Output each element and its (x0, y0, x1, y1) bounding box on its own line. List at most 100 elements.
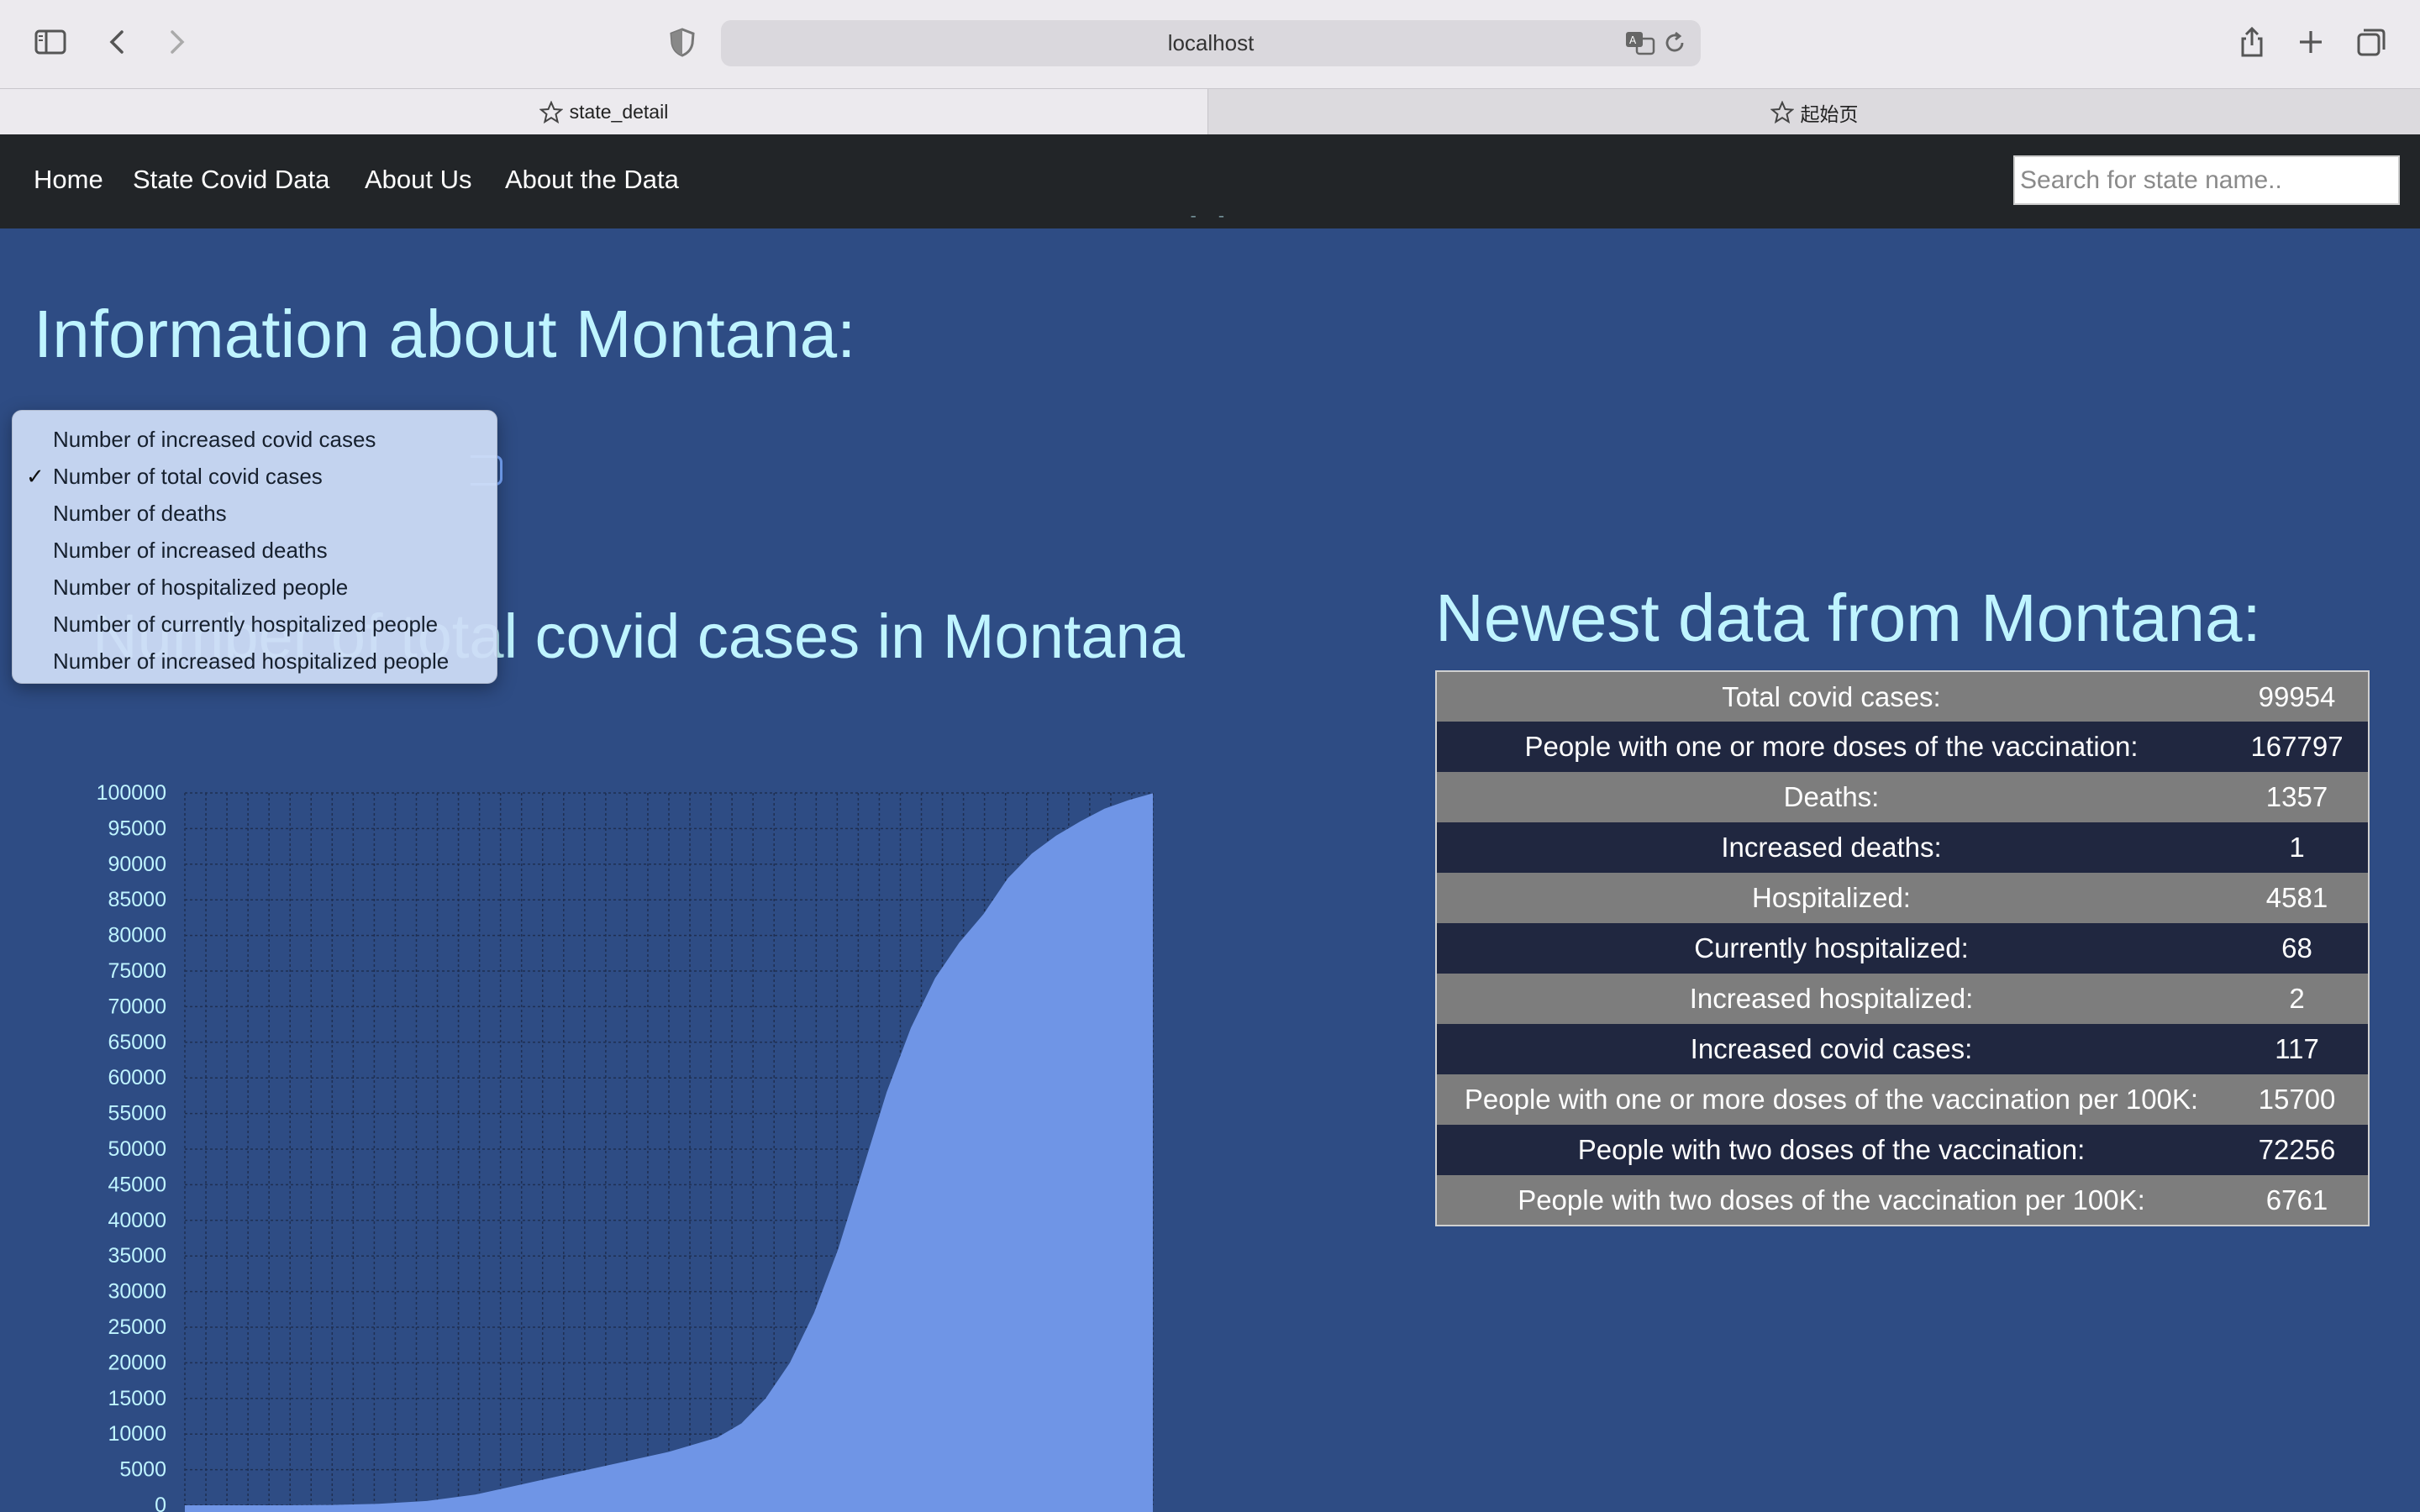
info-heading: Information about Montana: (34, 297, 856, 371)
tab-state-detail[interactable]: state_detail (0, 89, 1207, 135)
nav-home[interactable]: Home (34, 165, 103, 194)
y-tick-label: 10000 (108, 1422, 166, 1446)
row-value: 117 (2226, 1024, 2369, 1074)
nav-state-covid-data[interactable]: State Covid Data (133, 165, 330, 194)
new-tab-icon[interactable] (2292, 24, 2329, 60)
y-tick-label: 45000 (108, 1173, 166, 1196)
chart-area-layer (185, 793, 1153, 1512)
table-row: People with one or more doses of the vac… (1436, 1074, 2369, 1125)
y-tick-label: 50000 (108, 1137, 166, 1161)
address-bar[interactable]: localhost A (721, 20, 1701, 66)
row-value: 4581 (2226, 873, 2369, 923)
row-value: 1 (2226, 822, 2369, 873)
y-tick-label: 65000 (108, 1031, 166, 1054)
y-tick-label: 85000 (108, 888, 166, 911)
y-tick-label: 60000 (108, 1066, 166, 1089)
row-value: 167797 (2226, 722, 2369, 772)
row-value: 68 (2226, 923, 2369, 974)
row-value: 72256 (2226, 1125, 2369, 1175)
row-value: 99954 (2226, 671, 2369, 722)
table-row: Increased hospitalized: 2 (1436, 974, 2369, 1024)
tab-label: 起始页 (1800, 102, 1859, 125)
y-axis: 0 5000 10000 15000 20000 25000 30000 35000 40000… (97, 781, 166, 1512)
y-tick-label: 55000 (108, 1102, 166, 1126)
table-row: Currently hospitalized: 68 (1436, 923, 2369, 974)
browser-toolbar: localhost A (0, 0, 2420, 88)
y-tick-label: 70000 (108, 995, 166, 1018)
row-label: Hospitalized: (1436, 873, 2226, 923)
table-row: Deaths: 1357 (1436, 772, 2369, 822)
y-tick-label: 15000 (108, 1387, 166, 1410)
y-tick-label: 75000 (108, 959, 166, 983)
option-label: Number of increased deaths (53, 538, 328, 563)
privacy-shield-icon[interactable] (664, 24, 701, 60)
y-tick-label: 90000 (108, 853, 166, 876)
translate-icon[interactable]: A (1625, 30, 1655, 55)
dropdown-option[interactable]: Number of increased deaths (13, 532, 497, 569)
row-label: Total covid cases: (1436, 671, 2226, 722)
row-label: People with one or more doses of the vac… (1436, 1074, 2226, 1125)
y-tick-label: 100000 (97, 781, 166, 805)
table-row: People with one or more doses of the vac… (1436, 722, 2369, 772)
dropdown-option[interactable]: Number of currently hospitalized people (13, 606, 497, 643)
checkmark-icon: ✓ (26, 464, 45, 489)
table-row: Increased covid cases: 117 (1436, 1024, 2369, 1074)
tab-bar: state_detail 起始页 (0, 88, 2420, 135)
star-icon[interactable] (1770, 100, 1794, 124)
newest-data-table: Total covid cases: 99954 People with one o… (1435, 670, 2370, 1226)
share-icon[interactable] (2233, 24, 2270, 60)
dropdown-option[interactable]: Number of deaths (13, 495, 497, 532)
y-tick-label: 35000 (108, 1244, 166, 1268)
y-tick-label: 20000 (108, 1351, 166, 1374)
option-label: Number of hospitalized people (53, 575, 349, 600)
dropdown-option[interactable]: Number of increased covid cases (13, 421, 497, 458)
y-tick-label: 95000 (108, 816, 166, 840)
row-label: Currently hospitalized: (1436, 923, 2226, 974)
table-row: Hospitalized: 4581 (1436, 873, 2369, 923)
nav-about-the-data[interactable]: About the Data (505, 165, 679, 194)
sidebar-toggle-icon[interactable] (32, 24, 69, 60)
nav-about-us[interactable]: About Us (365, 165, 472, 194)
tab-start-page[interactable]: 起始页 (1207, 89, 2420, 135)
tab-label: state_detail (569, 101, 669, 123)
total-cases-area (185, 793, 1153, 1512)
row-value: 15700 (2226, 1074, 2369, 1125)
table-row: People with two doses of the vaccination… (1436, 1125, 2369, 1175)
url-text: localhost (1167, 30, 1255, 55)
star-icon[interactable] (539, 100, 563, 124)
row-label: Increased covid cases: (1436, 1024, 2226, 1074)
dropdown-option[interactable]: Number of hospitalized people (13, 569, 497, 606)
table-row: People with two doses of the vaccination… (1436, 1175, 2369, 1226)
back-icon[interactable] (99, 24, 136, 60)
total-cases-chart: 0 5000 10000 15000 20000 25000 30000 35000 40000… (97, 781, 1154, 1512)
y-tick-label: 0 (155, 1494, 166, 1512)
y-tick-label: 5000 (119, 1458, 166, 1482)
dropdown-option[interactable]: ✓ Number of total covid cases (13, 458, 497, 495)
page-title-partial: State Covid Data (966, 207, 1348, 264)
y-tick-label: 40000 (108, 1209, 166, 1232)
row-label: Deaths: (1436, 772, 2226, 822)
row-label: People with two doses of the vaccination… (1436, 1175, 2226, 1226)
option-label: Number of increased covid cases (53, 427, 376, 452)
row-value: 6761 (2226, 1175, 2369, 1226)
data-type-dropdown: Number of increased covid cases ✓ Number o… (12, 410, 497, 684)
row-label: Increased deaths: (1436, 822, 2226, 873)
table-row: Increased deaths: 1 (1436, 822, 2369, 873)
row-value: 2 (2226, 974, 2369, 1024)
search-input[interactable] (2013, 155, 2400, 205)
option-label: Number of increased hospitalized people (53, 648, 450, 674)
y-tick-label: 25000 (108, 1315, 166, 1339)
row-value: 1357 (2226, 772, 2369, 822)
row-label: People with two doses of the vaccination… (1436, 1125, 2226, 1175)
option-label: Number of currently hospitalized people (53, 612, 439, 637)
tab-overview-icon[interactable] (2353, 24, 2390, 60)
y-tick-label: 30000 (108, 1280, 166, 1304)
row-label: Increased hospitalized: (1436, 974, 2226, 1024)
table-row: Total covid cases: 99954 (1436, 671, 2369, 722)
row-label: People with one or more doses of the vac… (1436, 722, 2226, 772)
reload-icon[interactable] (1662, 30, 1687, 55)
forward-icon[interactable] (158, 24, 195, 60)
dropdown-option[interactable]: Number of increased hospitalized people (13, 643, 497, 680)
table-heading: Newest data from Montana: (1435, 580, 2261, 655)
option-label: Number of total covid cases (53, 464, 323, 489)
